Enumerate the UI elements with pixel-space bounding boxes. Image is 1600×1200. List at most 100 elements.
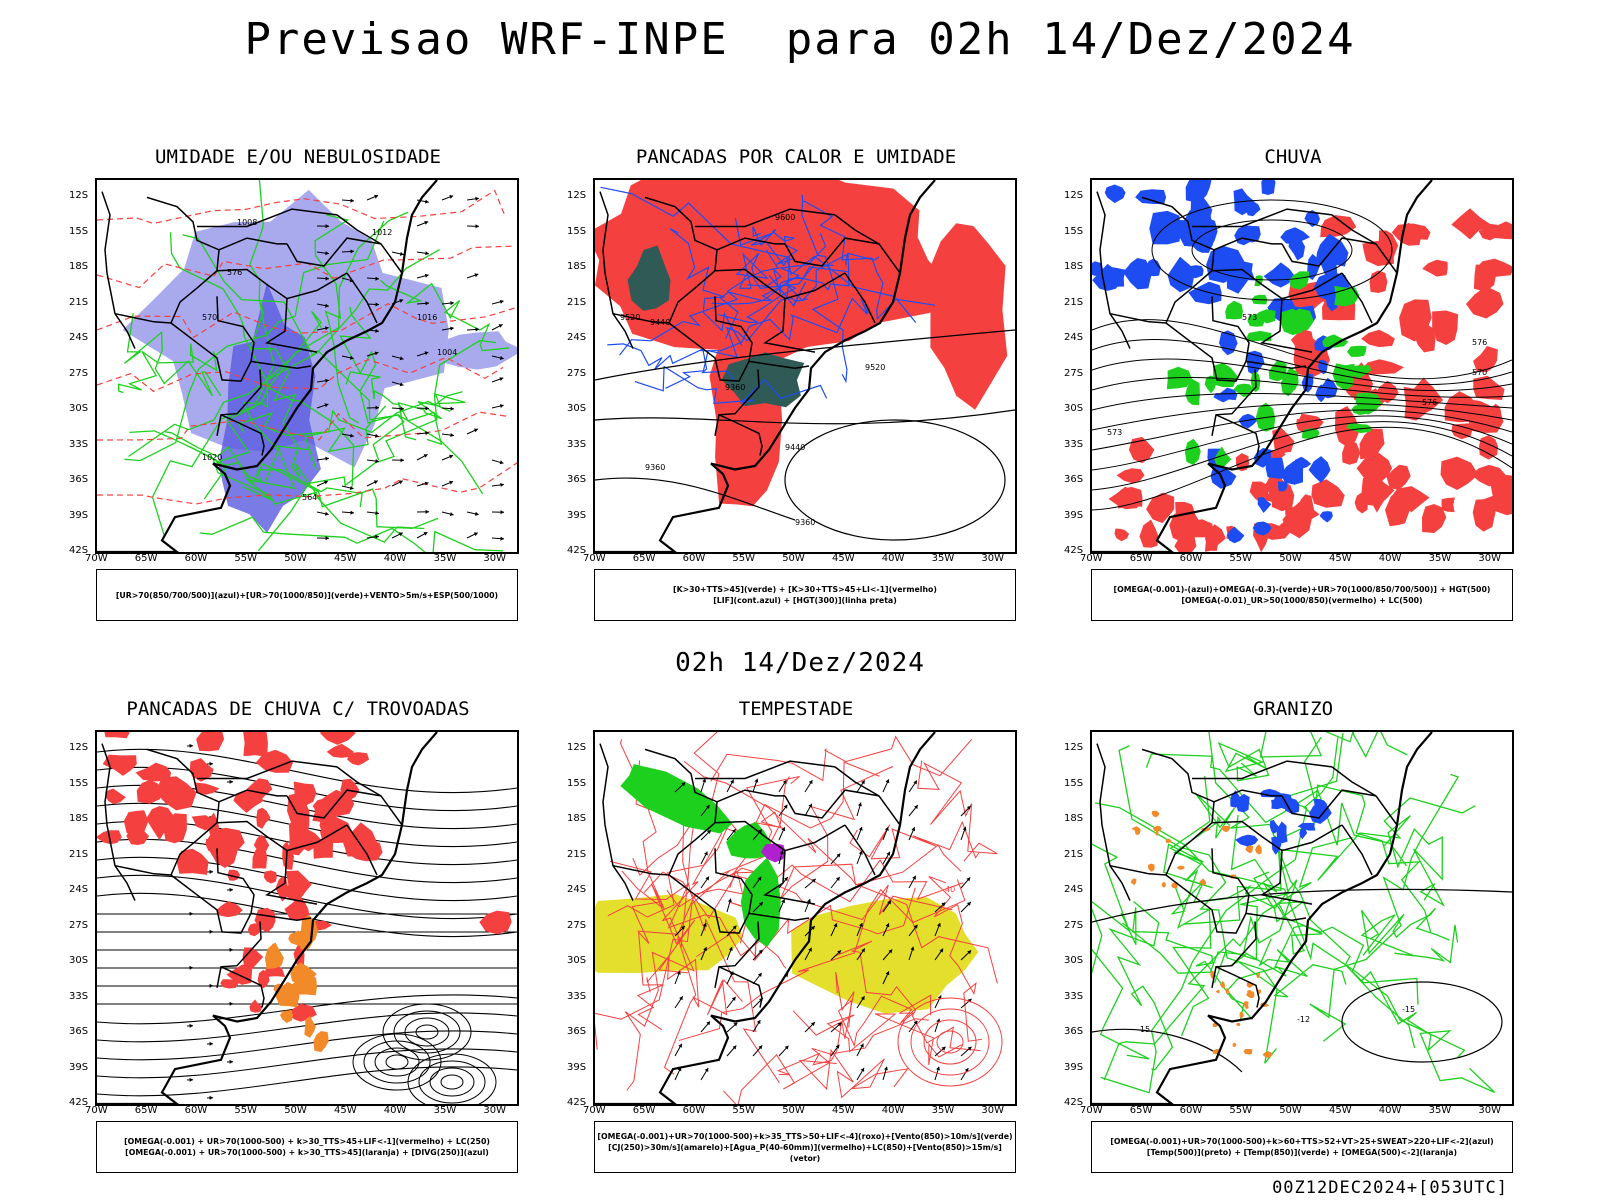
longitude-tick-label: 50W (782, 1105, 805, 1116)
wind-arrow (908, 1020, 918, 1033)
contour-label: 1016 (417, 313, 437, 322)
wind-arrow (726, 1022, 738, 1033)
shaded-area (1391, 223, 1431, 240)
latitude-tick-label: 30S (567, 403, 587, 414)
wind-arrow (466, 224, 480, 229)
shaded-area (1441, 497, 1455, 513)
contour-label: 573 (1107, 428, 1122, 437)
wind-arrow (934, 922, 941, 937)
shaded-area (1239, 1011, 1244, 1019)
country-border (784, 789, 880, 819)
country-border (1096, 191, 1131, 349)
latitude-tick-label: 12S (567, 190, 587, 201)
longitude-tick-label: 65W (632, 553, 656, 564)
shaded-area (1270, 820, 1279, 834)
contour-line (123, 313, 222, 397)
panel-title: CHUVA (1264, 146, 1322, 168)
shaded-area (1213, 393, 1232, 403)
country-border (844, 824, 876, 876)
latitude-tick-label: 39S (1064, 1061, 1084, 1073)
wind-arrow (882, 900, 892, 913)
wind-arrow (416, 406, 430, 411)
country-border (763, 298, 816, 353)
latitude-tick-label: 24S (1064, 332, 1084, 343)
shaded-area (1221, 825, 1231, 833)
longitude-tick-label: 45W (832, 553, 855, 564)
shaded-area (1278, 481, 1288, 492)
contour-line (735, 249, 780, 289)
wind-arrow (491, 510, 505, 515)
latitude-tick-label: 27S (1064, 919, 1084, 931)
latitude-tick-label: 24S (1064, 884, 1084, 895)
shaded-area (1347, 345, 1367, 357)
wind-arrow (700, 829, 712, 841)
shaded-area (1092, 261, 1103, 276)
shaded-area (1145, 258, 1161, 277)
contour-line (242, 405, 387, 501)
longitude-tick-label: 40W (881, 553, 905, 564)
wind-arrow (316, 480, 329, 487)
wind-arrow (856, 995, 865, 1009)
wind-arrow (908, 946, 915, 961)
coastline (97, 180, 438, 552)
wind-arrow (674, 782, 686, 793)
contour-line (669, 228, 743, 346)
streamline (374, 1047, 420, 1077)
contour-label: -15 (1402, 1005, 1415, 1014)
wind-arrow (752, 1019, 761, 1033)
shaded-area (287, 792, 310, 829)
shaded-area (1451, 423, 1473, 440)
wind-arrow (960, 877, 971, 889)
shaded-area (1440, 456, 1479, 490)
wind-arrow (466, 532, 479, 539)
wind-arrow (366, 459, 379, 464)
legend-line: [OMEGA(-0.01)_UR>50(1000/850)(vermelho) … (1181, 596, 1423, 605)
wind-arrow (316, 251, 329, 256)
latitude-tick-label: 18S (69, 813, 89, 824)
country-border (216, 369, 262, 436)
wind-arrow (316, 303, 329, 308)
latitude-tick-label: 18S (1064, 261, 1084, 272)
shaded-area (1184, 438, 1201, 466)
legend-line: [OMEGA(-0.001)+UR>70(1000-500)+k>60+TTS>… (1110, 1137, 1494, 1146)
latitude-tick-label: 21S (1064, 848, 1084, 860)
country-border (834, 766, 901, 826)
wind-arrow (830, 923, 838, 937)
shaded-area (1308, 456, 1331, 483)
shaded-area (1280, 308, 1305, 336)
coastline (1092, 732, 1433, 1104)
wind-arrow (804, 779, 813, 793)
wind-arrow (316, 403, 329, 409)
shaded-area (282, 841, 294, 870)
latitude-tick-label: 18S (1064, 813, 1084, 824)
contour-line (237, 400, 451, 437)
contour-line (339, 306, 405, 461)
shaded-area (189, 758, 214, 782)
longitude-tick-label: 40W (1378, 553, 1402, 564)
panel-legend: [K>30+TTS>45](verde) + [K>30+TTS>45+LI<-… (594, 569, 1016, 621)
shaded-area (1276, 821, 1288, 844)
streamline (418, 1060, 486, 1104)
longitude-tick-label: 70W (85, 1105, 108, 1116)
wind-arrow (466, 428, 479, 435)
latitude-tick-label: 42S (567, 1097, 587, 1108)
shaded-area (1272, 427, 1295, 454)
wind-arrow (316, 536, 330, 541)
wind-arrow (491, 536, 505, 541)
latitude-tick-label: 33S (69, 438, 89, 450)
shaded-area (1236, 1022, 1241, 1027)
humidity-shade (438, 331, 517, 370)
country-border (714, 921, 760, 988)
wind-arrow (804, 898, 811, 913)
contour-label: 573 (1242, 313, 1257, 322)
contour-label: 576 (227, 268, 242, 277)
contour-line (666, 859, 964, 908)
run-info-footer: 00Z12DEC2024+[053UTC] (1272, 1178, 1508, 1198)
shaded-area (280, 1010, 293, 1023)
latitude-tick-label: 27S (69, 367, 89, 379)
panel-title: UMIDADE E/OU NEBULOSIDADE (155, 146, 441, 168)
wind-arrow (206, 929, 214, 934)
longitude-tick-label: 50W (1279, 553, 1302, 564)
longitude-tick-label: 35W (433, 553, 457, 564)
shaded-area (1098, 267, 1126, 287)
